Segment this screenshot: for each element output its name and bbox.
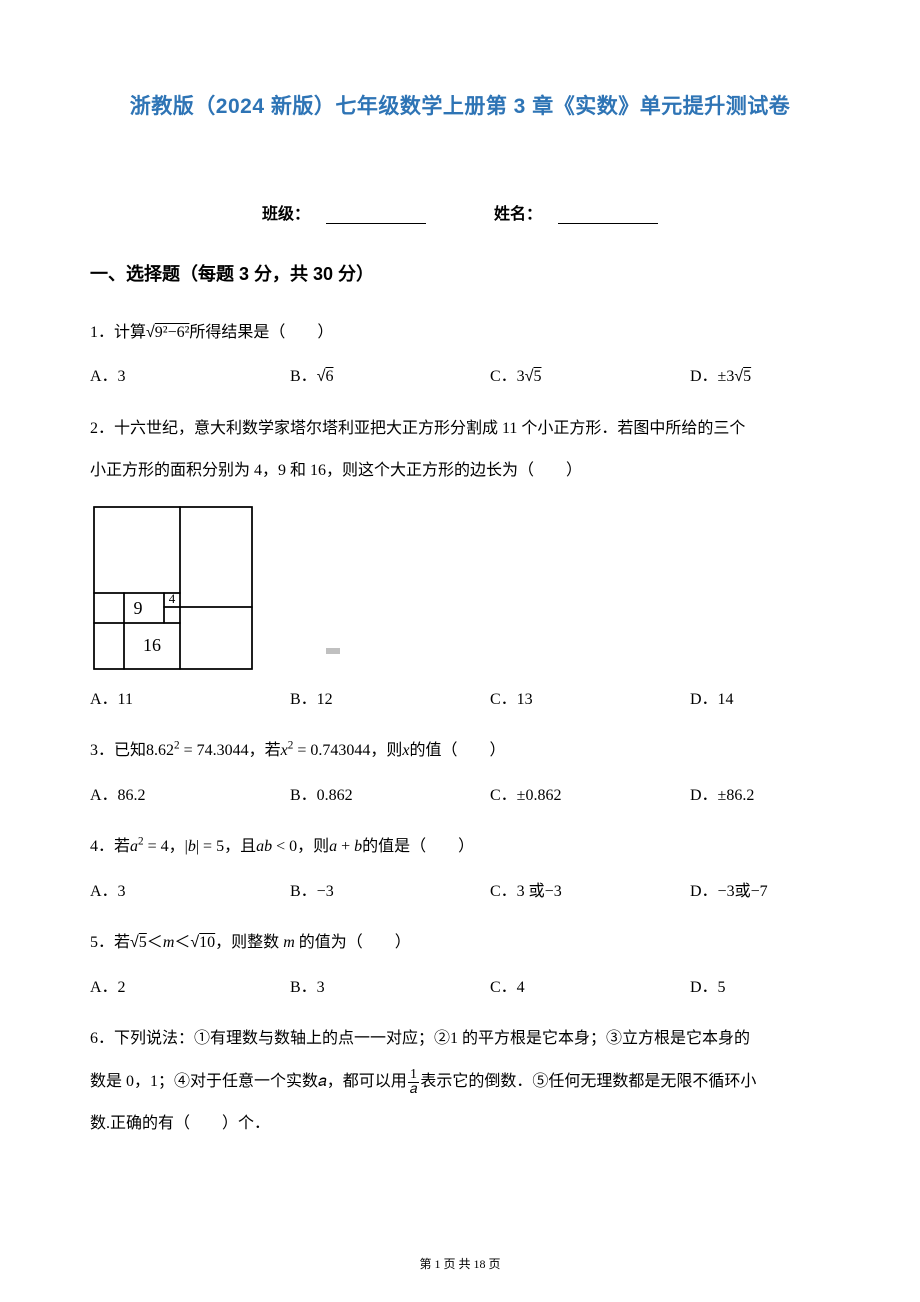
class-label: 班级： (262, 206, 310, 223)
question-4: 4．若a2 = 4，|b| = 5，且ab < 0，则a + b的值是（ ） A… (90, 828, 830, 904)
name-label: 姓名： (494, 206, 542, 223)
q2-opt-a: A．11 (90, 687, 290, 713)
footer-mid: 页 共 (440, 1257, 473, 1271)
diagram-label-9: 9 (134, 598, 143, 618)
page-title: 浙教版（2024 新版）七年级数学上册第 3 章《实数》单元提升测试卷 (90, 90, 830, 120)
fraction-1-over-a: 1𝑎 (408, 1068, 420, 1097)
q2-options: A．11 B．12 C．13 D．14 (90, 687, 830, 713)
q6-stem-2b: 表示它的倒数．⑤任何无理数都是无限不循环小 (420, 1073, 756, 1090)
q2-stem-2: 小正方形的面积分别为 4，9 和 16，则这个大正方形的边长为（ ） (90, 452, 830, 490)
q3-opt-a: A．86.2 (90, 783, 290, 809)
q4-opt-b: B．−3 (290, 879, 490, 905)
footer-prefix: 第 (419, 1257, 434, 1271)
q2-stem-1: 2．十六世纪，意大利数学家塔尔塔利亚把大正方形分割成 11 个小正方形．若图中所… (90, 410, 830, 448)
section-1-title: 一、选择题（每题 3 分，共 30 分） (90, 260, 830, 286)
footer-suffix: 页 (486, 1257, 501, 1271)
q6-stem-2a: 数是 0，1；④对于任意一个实数𝑎，都可以用 (90, 1073, 407, 1090)
q2-opt-b: B．12 (290, 687, 490, 713)
q4-stem: 4．若a2 = 4，|b| = 5，且ab < 0，则a + b的值是（ ） (90, 828, 830, 866)
q3-opt-b: B．0.862 (290, 783, 490, 809)
class-blank (326, 208, 426, 224)
page-footer: 第 1 页 共 18 页 (0, 1255, 920, 1272)
q3-stem: 3．已知8.622 = 74.3044，若x2 = 0.743044，则x的值（… (90, 732, 830, 770)
q4-opt-c: C．3 或−3 (490, 879, 690, 905)
q3-opt-c: C．±0.862 (490, 783, 690, 809)
diagram-label-4: 4 (169, 591, 176, 606)
q1-opt-d: D．±3√5 (690, 364, 830, 390)
q5-opt-b: B．3 (290, 975, 490, 1001)
q5-opt-a: A．2 (90, 975, 290, 1001)
q2-diagram: 9 4 16 (90, 503, 256, 673)
q1-opt-b: B．√6 (290, 364, 490, 390)
q2-opt-c: C．13 (490, 687, 690, 713)
q1-stem: 1．计算√9²−6²所得结果是（ ） (90, 314, 830, 352)
q4-opt-d: D．−3或−7 (690, 879, 830, 905)
q2-opt-d: D．14 (690, 687, 830, 713)
q6-stem-3: 数.正确的有（ ）个． (90, 1105, 830, 1143)
q5-opt-d: D．5 (690, 975, 830, 1001)
q6-stem-1: 6．下列说法：①有理数与数轴上的点一一对应；②1 的平方根是它本身；③立方根是它… (90, 1020, 830, 1058)
q5-options: A．2 B．3 C．4 D．5 (90, 975, 830, 1001)
question-5: 5．若√5＜m＜√10，则整数 m 的值为（ ） A．2 B．3 C．4 D．5 (90, 924, 830, 1000)
question-3: 3．已知8.622 = 74.3044，若x2 = 0.743044，则x的值（… (90, 732, 830, 808)
q1-opt-c: C．3√5 (490, 364, 690, 390)
question-6: 6．下列说法：①有理数与数轴上的点一一对应；②1 的平方根是它本身；③立方根是它… (90, 1020, 830, 1143)
q5-stem: 5．若√5＜m＜√10，则整数 m 的值为（ ） (90, 924, 830, 962)
thumb-mark (326, 648, 340, 654)
q5-opt-c: C．4 (490, 975, 690, 1001)
name-blank (558, 208, 658, 224)
q4-opt-a: A．3 (90, 879, 290, 905)
q1-opt-a: A．3 (90, 364, 290, 390)
q3-options: A．86.2 B．0.862 C．±0.862 D．±86.2 (90, 783, 830, 809)
question-1: 1．计算√9²−6²所得结果是（ ） A．3 B．√6 C．3√5 D．±3√5 (90, 314, 830, 390)
footer-total: 18 (474, 1257, 486, 1271)
q3-opt-d: D．±86.2 (690, 783, 830, 809)
question-2: 2．十六世纪，意大利数学家塔尔塔利亚把大正方形分割成 11 个小正方形．若图中所… (90, 410, 830, 712)
info-row: 班级： 姓名： (90, 200, 830, 224)
q1-options: A．3 B．√6 C．3√5 D．±3√5 (90, 364, 830, 390)
q6-stem-2: 数是 0，1；④对于任意一个实数𝑎，都可以用1𝑎表示它的倒数．⑤任何无理数都是无… (90, 1063, 830, 1101)
diagram-label-16: 16 (143, 635, 161, 655)
q4-options: A．3 B．−3 C．3 或−3 D．−3或−7 (90, 879, 830, 905)
